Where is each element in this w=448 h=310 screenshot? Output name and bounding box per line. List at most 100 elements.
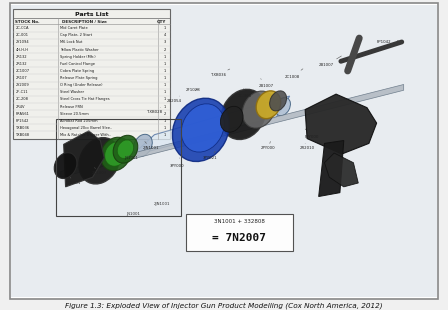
Text: 1: 1 <box>164 126 166 130</box>
Text: Sleeve 20.5mm: Sleeve 20.5mm <box>60 112 89 116</box>
Ellipse shape <box>270 91 287 111</box>
Text: 1: 1 <box>164 55 166 59</box>
Text: 2: 2 <box>164 112 166 116</box>
Text: 1: 1 <box>164 133 166 137</box>
Text: Cap Plate, 2 Start: Cap Plate, 2 Start <box>60 33 92 37</box>
Text: FP1542: FP1542 <box>15 119 29 123</box>
Text: O Ring (Under Release): O Ring (Under Release) <box>60 83 102 87</box>
Text: 2C1007: 2C1007 <box>15 69 29 73</box>
Text: M6 Lock Nut: M6 Lock Nut <box>60 40 82 44</box>
Polygon shape <box>319 140 344 197</box>
Text: 2: 2 <box>164 47 166 51</box>
Ellipse shape <box>117 140 134 158</box>
Text: 3PY000: 3PY000 <box>169 158 184 168</box>
Text: TXB048: TXB048 <box>15 133 29 137</box>
Ellipse shape <box>79 138 120 184</box>
Ellipse shape <box>276 98 290 116</box>
Text: 1: 1 <box>164 119 166 123</box>
Ellipse shape <box>256 91 281 119</box>
Ellipse shape <box>105 142 127 166</box>
Text: Release Plate Spring: Release Plate Spring <box>60 76 97 80</box>
Text: 2B1007: 2B1007 <box>319 56 341 67</box>
Text: 2B2054: 2B2054 <box>166 96 181 103</box>
Ellipse shape <box>172 98 229 162</box>
Text: 1: 1 <box>164 104 166 108</box>
Text: 2F1028: 2F1028 <box>186 88 200 92</box>
Text: 2C-CCA: 2C-CCA <box>15 26 29 30</box>
Text: Spring Holder (Mfr.): Spring Holder (Mfr.) <box>60 55 95 59</box>
Text: 2R2010: 2R2010 <box>300 144 314 150</box>
Text: Acrobat Rod 205mm: Acrobat Rod 205mm <box>60 119 97 123</box>
Text: TXB036: TXB036 <box>15 126 29 130</box>
Text: FRA561: FRA561 <box>15 112 29 116</box>
Text: FPY000: FPY000 <box>305 129 319 139</box>
Text: TXB036: TXB036 <box>211 69 230 77</box>
Text: 3: 3 <box>164 40 166 44</box>
Text: 2JN1001: 2JN1001 <box>154 202 170 206</box>
FancyBboxPatch shape <box>12 5 436 297</box>
FancyBboxPatch shape <box>9 3 439 299</box>
Text: 2Y1094: 2Y1094 <box>15 40 29 44</box>
Ellipse shape <box>181 104 224 152</box>
Text: 3PY021: 3PY021 <box>203 151 218 160</box>
Ellipse shape <box>101 137 131 171</box>
Text: Steel Washer: Steel Washer <box>60 90 84 94</box>
Ellipse shape <box>113 135 138 163</box>
Text: 1: 1 <box>164 76 166 80</box>
Polygon shape <box>61 84 404 177</box>
Text: 1: 1 <box>164 83 166 87</box>
Text: 2Y2009: 2Y2009 <box>15 83 29 87</box>
Text: JN1001: JN1001 <box>126 212 140 216</box>
Text: TXB028: TXB028 <box>147 108 162 114</box>
Polygon shape <box>64 131 104 187</box>
Text: 2F-C11: 2F-C11 <box>15 90 28 94</box>
Text: DESCRIPTION / Size: DESCRIPTION / Size <box>62 20 107 24</box>
Text: 1: 1 <box>164 97 166 101</box>
FancyBboxPatch shape <box>186 214 293 250</box>
FancyBboxPatch shape <box>13 9 170 139</box>
Text: Hexagonal 20cc Barrel Slee..: Hexagonal 20cc Barrel Slee.. <box>60 126 112 130</box>
Text: 2C1807: 2C1807 <box>92 167 107 175</box>
Text: QTY: QTY <box>157 20 166 24</box>
Text: Cobra Plate Spring: Cobra Plate Spring <box>60 69 94 73</box>
Text: Parts List: Parts List <box>75 12 108 17</box>
Text: 2B1007: 2B1007 <box>259 79 274 88</box>
Polygon shape <box>131 96 290 156</box>
Text: JN1001: JN1001 <box>124 156 138 160</box>
Text: Mix & Ratchet Trigger With..: Mix & Ratchet Trigger With.. <box>60 133 111 137</box>
Text: 2C-208: 2C-208 <box>15 97 28 101</box>
Text: 2PY000: 2PY000 <box>261 141 276 150</box>
Text: 2JN1001: 2JN1001 <box>142 141 159 150</box>
Text: Figure 1.3: Exploded View of Injector Gun Product Modelling (Cox North America, : Figure 1.3: Exploded View of Injector Gu… <box>65 303 383 309</box>
Text: STOCK No.: STOCK No. <box>15 20 40 24</box>
Ellipse shape <box>134 134 152 156</box>
Text: = 7N2007: = 7N2007 <box>212 233 267 243</box>
Text: 4: 4 <box>164 33 166 37</box>
Text: 2R132: 2R132 <box>15 55 27 59</box>
Text: Release FRN: Release FRN <box>60 104 82 108</box>
Text: 1: 1 <box>164 69 166 73</box>
Text: Mid Caret Plate: Mid Caret Plate <box>60 26 87 30</box>
Ellipse shape <box>220 106 243 132</box>
Text: FP1042: FP1042 <box>377 40 399 44</box>
Polygon shape <box>305 94 377 154</box>
Text: 2R132: 2R132 <box>15 62 27 66</box>
Text: 2C-308: 2C-308 <box>238 88 252 98</box>
Text: 2C1008: 2C1008 <box>285 69 303 79</box>
Text: Steel Cross Tie Hat Flanges: Steel Cross Tie Hat Flanges <box>60 97 109 101</box>
Text: Fuel Control Flange: Fuel Control Flange <box>60 62 95 66</box>
Text: 1: 1 <box>164 26 166 30</box>
Text: 2N1001: 2N1001 <box>65 177 81 185</box>
Text: 2C-001: 2C-001 <box>15 33 28 37</box>
Polygon shape <box>324 153 358 187</box>
Text: 2R4V: 2R4V <box>15 104 25 108</box>
Text: 4H-H-H: 4H-H-H <box>15 47 28 51</box>
Text: Yellow Plastic Washer: Yellow Plastic Washer <box>60 47 99 51</box>
Text: 1: 1 <box>164 62 166 66</box>
Ellipse shape <box>242 91 275 128</box>
Text: 2R107: 2R107 <box>15 76 27 80</box>
Text: 1: 1 <box>164 90 166 94</box>
Text: 3N1001 + 332808: 3N1001 + 332808 <box>214 219 265 224</box>
Ellipse shape <box>54 153 77 179</box>
Ellipse shape <box>221 89 266 140</box>
